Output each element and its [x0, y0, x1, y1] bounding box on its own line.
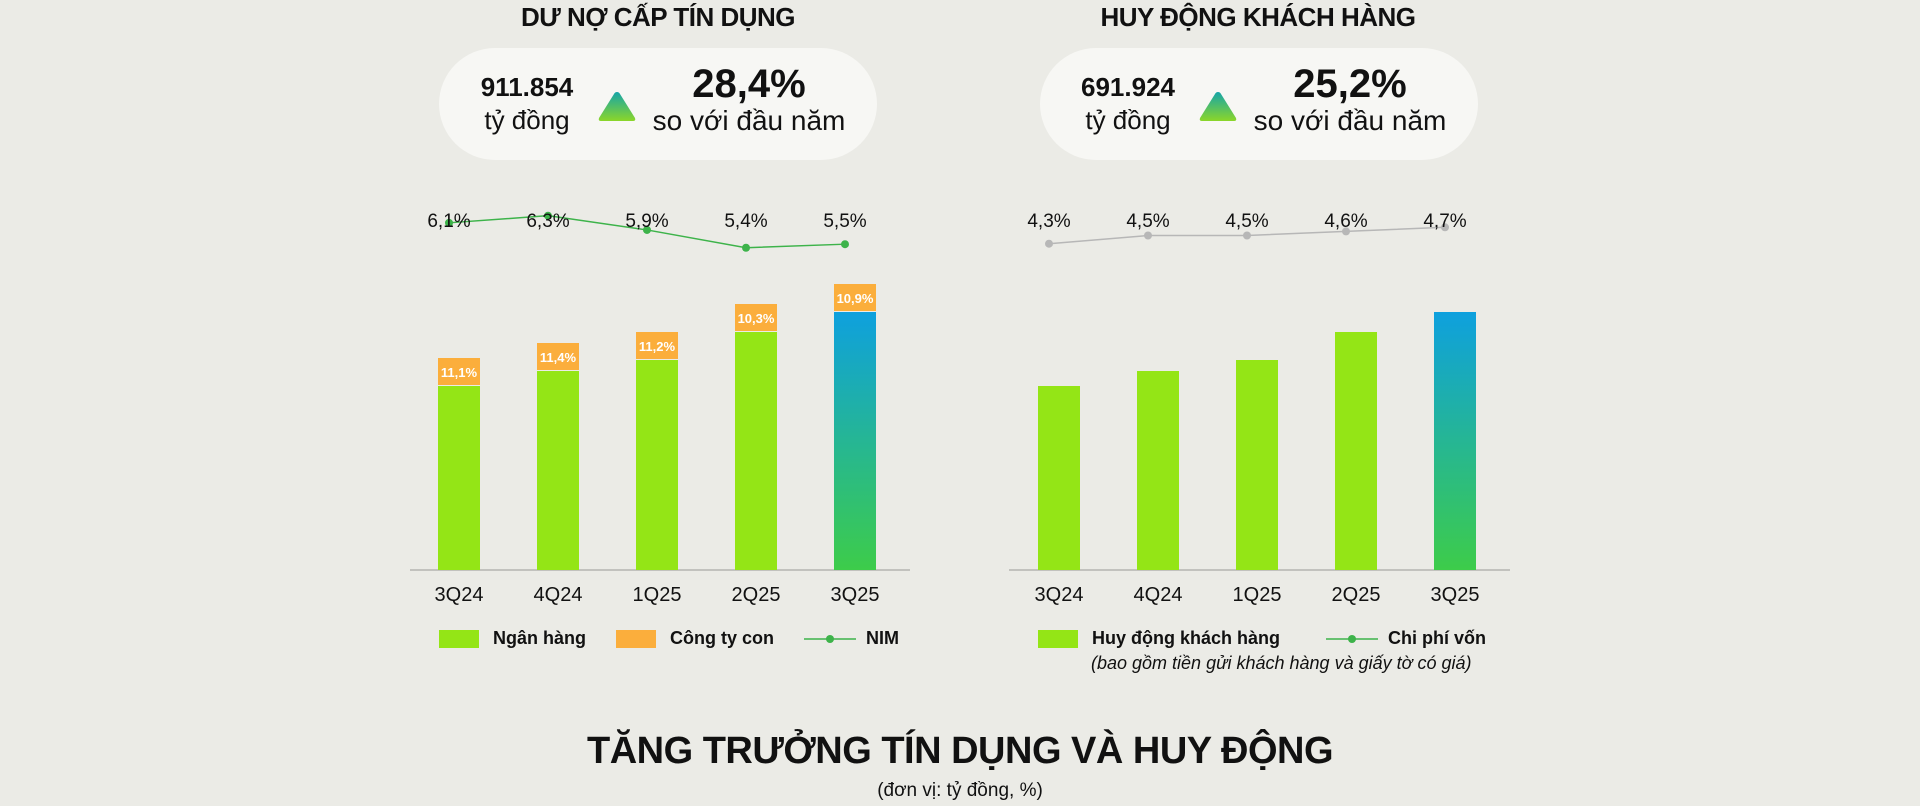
deposit-line-label: 4,7% — [1423, 211, 1466, 232]
deposit-line-point — [1243, 231, 1251, 240]
legend-item-bank: Ngân hàng — [439, 628, 586, 649]
deposit-footnote: (bao gồm tiền gửi khách hàng và giấy tờ … — [1091, 653, 1472, 673]
legend-item-nim: NIM — [804, 628, 899, 649]
deposit-tick-label: 3Q24 — [1035, 584, 1084, 606]
legend-label-bank: Ngân hàng — [493, 628, 586, 648]
credit-deposit-charts: 11,1% 3Q24 11,4% 4Q24 11,2% 1Q25 10,3% 2Q25 10,9… — [410, 211, 1510, 606]
credit-chart-title: DƯ NỢ CẤP TÍN DỤNG — [520, 2, 796, 32]
page-title: TĂNG TRƯỞNG TÍN DỤNG VÀ HUY ĐỘNG — [586, 730, 1334, 772]
credit-subsidiary-label: 11,2% — [639, 339, 676, 354]
credit-line-point — [841, 240, 849, 249]
deposit-line-label: 4,5% — [1225, 211, 1268, 232]
credit-summary-pill: 911.854 tỷ đồng 28,4% so với đầu năm — [439, 48, 877, 160]
deposit-tick-label: 2Q25 — [1332, 584, 1381, 606]
credit-tick-label: 3Q24 — [435, 584, 484, 606]
deposit-chart-title: HUY ĐỘNG KHÁCH HÀNG — [1100, 2, 1416, 32]
legend-swatch-bank — [439, 629, 479, 648]
legend-item-cost: Chi phí vốn — [1326, 628, 1486, 649]
credit-line-point — [643, 225, 651, 234]
legend-item-deposit: Huy động khách hàng — [1038, 628, 1280, 649]
deposit-line-point — [1045, 239, 1053, 248]
deposit-amount-unit: tỷ đồng — [1085, 105, 1171, 135]
credit-bar-4Q24 — [537, 371, 579, 570]
deposit-growth-label: so với đầu năm — [1253, 105, 1447, 136]
credit-tick-label: 4Q24 — [534, 584, 583, 606]
credit-bar-3Q25 — [834, 312, 876, 570]
legend-label-deposit: Huy động khách hàng — [1092, 628, 1281, 648]
credit-subsidiary-label: 10,3% — [738, 311, 775, 326]
deposit-bar-2Q25 — [1335, 332, 1377, 570]
deposit-line-point — [1342, 227, 1350, 236]
credit-line-point — [544, 211, 552, 220]
credit-legend: Ngân hàng Công ty con NIM — [439, 628, 929, 649]
credit-line-label: 6,1% — [427, 211, 470, 232]
deposit-tick-label: 4Q24 — [1134, 584, 1183, 606]
deposit-tick-label: 1Q25 — [1233, 584, 1282, 606]
credit-amount-unit: tỷ đồng — [484, 105, 570, 135]
deposit-bar-1Q25 — [1236, 360, 1278, 570]
deposit-tick-label: 3Q25 — [1431, 584, 1480, 606]
triangle-up-icon — [598, 92, 636, 121]
deposit-line-point — [1144, 231, 1152, 240]
deposit-legend: Huy động khách hàng Chi phí vốn — [1038, 628, 1516, 649]
page-subtitle: (đơn vị: tỷ đồng, %) — [877, 780, 1043, 801]
deposit-line-label: 4,5% — [1126, 211, 1169, 232]
legend-swatch-nim — [804, 634, 856, 643]
credit-line-label: 5,4% — [724, 211, 767, 232]
credit-tick-label: 3Q25 — [831, 584, 880, 606]
credit-line-label: 6,3% — [526, 211, 569, 232]
legend-swatch-cost — [1326, 634, 1379, 643]
credit-tick-label: 1Q25 — [633, 584, 682, 606]
deposit-line-point — [1441, 223, 1449, 232]
credit-line-point — [445, 218, 453, 227]
credit-subsidiary-bar-3Q25 — [834, 284, 876, 311]
credit-growth-value: 28,4% — [692, 62, 806, 106]
credit-line-point — [742, 243, 750, 252]
triangle-up-icon — [1199, 92, 1237, 121]
legend-swatch-deposit — [1038, 629, 1078, 648]
credit-bar-2Q25 — [735, 332, 777, 570]
credit-amount: 911.854 — [480, 72, 574, 102]
credit-subsidiary-label: 10,9% — [837, 291, 874, 306]
credit-tick-label: 2Q25 — [732, 584, 781, 606]
credit-line-label: 5,5% — [823, 211, 866, 232]
credit-bar-3Q24 — [438, 386, 480, 570]
deposit-amount: 691.924 — [1081, 72, 1175, 102]
legend-label-subsidiary: Công ty con — [670, 628, 774, 648]
deposit-growth-value: 25,2% — [1293, 62, 1407, 106]
legend-item-subsidiary: Công ty con — [616, 628, 774, 649]
legend-label-nim: NIM — [866, 628, 899, 648]
deposit-summary-pill: 691.924 tỷ đồng 25,2% so với đầu năm — [1040, 48, 1478, 160]
deposit-bar-3Q24 — [1038, 386, 1080, 570]
credit-subsidiary-label: 11,1% — [441, 365, 478, 380]
credit-growth-label: so với đầu năm — [652, 105, 846, 136]
legend-label-cost: Chi phí vốn — [1388, 628, 1487, 648]
credit-bar-1Q25 — [636, 360, 678, 570]
credit-subsidiary-bar-2Q25 — [735, 304, 777, 331]
deposit-line-label: 4,3% — [1027, 211, 1070, 232]
deposit-line-label: 4,6% — [1324, 211, 1367, 232]
credit-line-label: 5,9% — [625, 211, 668, 232]
credit-subsidiary-label: 11,4% — [540, 350, 577, 365]
deposit-bar-3Q25 — [1434, 312, 1476, 570]
deposit-bar-4Q24 — [1137, 371, 1179, 570]
legend-swatch-subsidiary — [616, 629, 656, 648]
credit-subsidiary-bar-3Q24 — [438, 358, 480, 385]
credit-subsidiary-bar-4Q24 — [537, 343, 579, 370]
credit-subsidiary-bar-1Q25 — [636, 332, 678, 359]
